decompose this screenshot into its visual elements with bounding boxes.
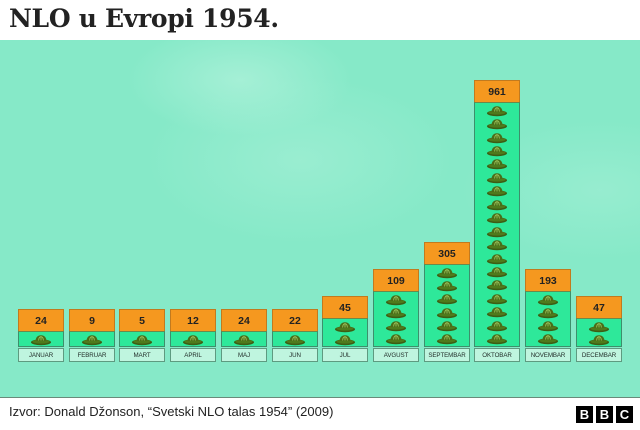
bar-decembar: 47 Decembar [576, 296, 622, 362]
chart-title: NLO u Evropi 1954. [9, 4, 279, 33]
month-label: Maj [221, 348, 267, 362]
ufo-icon [436, 333, 458, 346]
source-note: Izvor: Donald Džonson, “Svetski NLO tala… [9, 404, 334, 419]
month-label: Oktobar [474, 348, 520, 362]
ufo-icon [385, 320, 407, 333]
ufo-icon [537, 320, 559, 333]
bar-jul: 45 Jul [322, 296, 368, 362]
ufo-icon [588, 333, 610, 346]
ufo-icon [486, 292, 508, 305]
bar-oktobar: 961 Oktobar [474, 80, 520, 362]
ufo-icon [385, 306, 407, 319]
ufo-icon [486, 104, 508, 117]
ufo-icon [436, 319, 458, 332]
month-label: Jul [322, 348, 368, 362]
ufo-stack [170, 331, 216, 347]
ufo-stack [525, 291, 571, 347]
ufo-icon [486, 212, 508, 225]
bbc-logo-letter: C [616, 406, 633, 423]
ufo-icon [486, 332, 508, 345]
bar-novembar: 193 Novembar [525, 269, 571, 362]
month-label: Jun [272, 348, 318, 362]
bar-januar: 24 Januar [18, 309, 64, 362]
ufo-icon [385, 293, 407, 306]
bar-avgust: 109 Avgust [373, 269, 419, 362]
ufo-stack [474, 102, 520, 347]
ufo-stack [18, 331, 64, 347]
ufo-icon [486, 144, 508, 157]
ufo-stack [576, 318, 622, 347]
ufo-icon [537, 333, 559, 346]
ufo-icon [436, 266, 458, 279]
ufo-icon [486, 117, 508, 130]
ufo-icon [537, 306, 559, 319]
bar-value: 961 [474, 80, 520, 102]
month-label: Mart [119, 348, 165, 362]
bar-maj: 24 Maj [221, 309, 267, 362]
ufo-icon [182, 333, 204, 346]
ufo-icon [486, 131, 508, 144]
bbc-logo: B B C [576, 406, 633, 423]
bar-value: 109 [373, 269, 419, 291]
ufo-icon [30, 333, 52, 346]
ufo-stack [119, 331, 165, 347]
ufo-icon [385, 333, 407, 346]
ufo-stack [373, 291, 419, 347]
bar-value: 22 [272, 309, 318, 331]
ufo-icon [537, 293, 559, 306]
ufo-stack [322, 318, 368, 347]
bar-value: 305 [424, 242, 470, 264]
month-label: Januar [18, 348, 64, 362]
bar-mart: 5 Mart [119, 309, 165, 362]
ufo-icon [486, 158, 508, 171]
ufo-icon [81, 333, 103, 346]
ufo-icon [486, 265, 508, 278]
ufo-icon [436, 306, 458, 319]
bar-april: 12 April [170, 309, 216, 362]
month-label: Avgust [373, 348, 419, 362]
month-label: Novembar [525, 348, 571, 362]
ufo-icon [486, 279, 508, 292]
bar-value: 45 [322, 296, 368, 318]
bar-februar: 9 Februar [69, 309, 115, 362]
ufo-icon [486, 252, 508, 265]
ufo-icon [486, 306, 508, 319]
bbc-logo-letter: B [576, 406, 593, 423]
ufo-stack [221, 331, 267, 347]
ufo-icon [486, 198, 508, 211]
bar-jun: 22 Jun [272, 309, 318, 362]
ufo-icon [436, 293, 458, 306]
ufo-icon [131, 333, 153, 346]
bar-value: 12 [170, 309, 216, 331]
ufo-icon [486, 319, 508, 332]
month-label: April [170, 348, 216, 362]
month-label: Septembar [424, 348, 470, 362]
bar-value: 5 [119, 309, 165, 331]
ufo-stack [272, 331, 318, 347]
ufo-icon [334, 333, 356, 346]
bar-value: 24 [221, 309, 267, 331]
ufo-icon [486, 185, 508, 198]
bar-value: 47 [576, 296, 622, 318]
ufo-stack [424, 264, 470, 347]
ufo-icon [486, 225, 508, 238]
ufo-stack [69, 331, 115, 347]
bar-value: 9 [69, 309, 115, 331]
ufo-icon [233, 333, 255, 346]
bar-value: 193 [525, 269, 571, 291]
bbc-logo-letter: B [596, 406, 613, 423]
month-label: Februar [69, 348, 115, 362]
bar-septembar: 305 Septembar [424, 242, 470, 362]
ufo-icon [284, 333, 306, 346]
month-label: Decembar [576, 348, 622, 362]
ufo-icon [486, 171, 508, 184]
ufo-icon [486, 238, 508, 251]
bar-value: 24 [18, 309, 64, 331]
ufo-icon [588, 320, 610, 333]
ufo-icon [334, 320, 356, 333]
ufo-icon [436, 279, 458, 292]
